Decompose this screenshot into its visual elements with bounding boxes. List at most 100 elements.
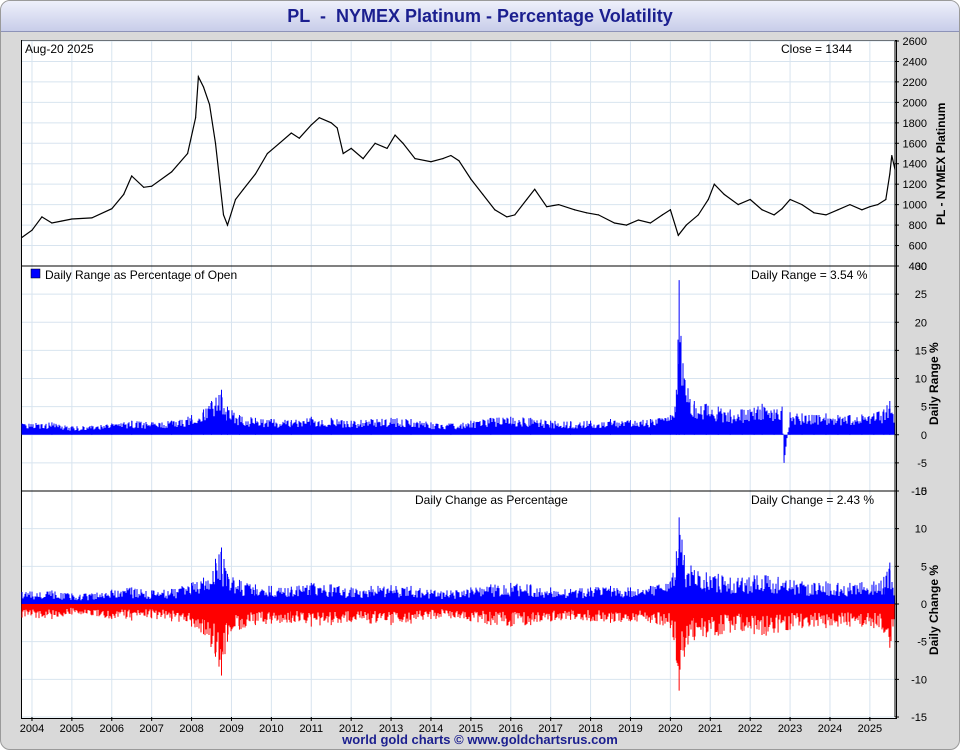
price-point [414, 158, 416, 160]
price-point [61, 220, 63, 222]
y-tick-label: 400 [909, 261, 927, 273]
y-tick-label: 2200 [903, 77, 927, 89]
price-point [186, 152, 189, 155]
y-tick-label: 20 [915, 317, 927, 329]
price-point [242, 188, 245, 190]
y-tick-label: 10 [915, 374, 927, 386]
price-point [749, 198, 751, 201]
x-tick-label: 2015 [459, 723, 483, 735]
price-point [885, 198, 887, 201]
x-tick-label: 2021 [698, 723, 722, 735]
x-tick-label: 2022 [738, 723, 762, 735]
price-point [131, 175, 133, 177]
x-tick-label: 2010 [259, 723, 283, 735]
price-point [336, 127, 338, 129]
price-point [526, 198, 528, 201]
price-point [362, 158, 364, 160]
x-tick-label: 2009 [219, 723, 243, 735]
price-point [430, 161, 432, 163]
price-point [278, 142, 280, 144]
price-point [386, 147, 388, 149]
price-point [789, 198, 791, 201]
price-point [266, 152, 268, 155]
price-point [482, 193, 484, 196]
range-axis-label: Daily Range % [927, 342, 941, 425]
y-tick-label: -10 [911, 674, 927, 686]
price-point [661, 214, 663, 216]
price-point [51, 222, 53, 224]
range-readout: Daily Range = 3.54 % [751, 268, 868, 282]
price-point [506, 216, 508, 218]
price-point [613, 222, 616, 224]
range-legend-label: Daily Range as Percentage of Open [45, 268, 237, 282]
y-tick-label: 25 [915, 289, 927, 301]
price-point [837, 209, 839, 211]
price-point [290, 132, 292, 134]
price-point [298, 137, 300, 139]
price-point [677, 234, 679, 236]
price-point [442, 158, 444, 160]
price-point [625, 224, 628, 226]
daily-change-panel [21, 517, 896, 691]
date-label: Aug-20 2025 [25, 42, 94, 56]
change-axis-label: Daily Change % [927, 565, 941, 655]
x-tick-label: 2020 [658, 723, 682, 735]
y-tick-label: 15 [915, 486, 927, 498]
x-tick-label: 2007 [139, 723, 163, 735]
price-point [723, 193, 725, 196]
price-point [402, 142, 404, 144]
y-tick-label: 1400 [903, 159, 927, 171]
x-tick-label: 2012 [339, 723, 363, 735]
title-bar: PL - NYMEX Platinum - Percentage Volatil… [1, 1, 959, 32]
chart-text: Aug-20 2025 Close = 1344 Daily Range as … [25, 42, 948, 655]
price-point [21, 236, 23, 238]
price-point [151, 185, 153, 187]
price-point [649, 222, 652, 224]
price-point [781, 208, 783, 210]
price-point [350, 147, 352, 149]
y-tick-label: 800 [909, 220, 927, 232]
x-tick-label: 2016 [499, 723, 523, 735]
price-point [458, 160, 460, 162]
price-point [869, 206, 871, 208]
price-point [197, 76, 199, 78]
x-tick-label: 2005 [60, 723, 84, 735]
price-point [891, 154, 893, 157]
price-point [470, 178, 472, 180]
price-point [713, 183, 715, 185]
y-tick-label: 5 [921, 561, 927, 573]
x-tick-label: 2023 [778, 723, 802, 735]
price-point [226, 224, 229, 226]
y-tick-label: 1600 [903, 138, 927, 150]
x-tick-label: 2013 [379, 723, 403, 735]
price-point [494, 209, 496, 211]
y-tick-label: 1800 [903, 118, 927, 130]
x-tick-label: 2019 [618, 723, 642, 735]
close-readout: Close = 1344 [781, 42, 852, 56]
price-point [143, 186, 145, 188]
price-point [558, 204, 560, 206]
price-line [21, 74, 896, 238]
x-tick-label: 2006 [100, 723, 124, 735]
price-point [71, 218, 73, 220]
y-tick-label: -5 [917, 458, 927, 470]
price-point [330, 122, 332, 124]
price-point [111, 208, 113, 210]
price-axis-label: PL - NYMEX Platinum [934, 103, 948, 225]
x-tick-label: 2025 [858, 723, 882, 735]
price-point [214, 142, 217, 144]
price-point [123, 193, 125, 196]
y-tick-label: 1200 [903, 179, 927, 191]
price-point [310, 124, 312, 126]
price-point [813, 212, 815, 214]
y-tick-label: 600 [909, 241, 927, 253]
x-tick-label: 2017 [538, 723, 562, 735]
price-point [574, 209, 576, 211]
daily-range-panel [21, 280, 896, 463]
y-tick-label: 2400 [903, 56, 927, 68]
price-point [254, 173, 257, 175]
x-tick-label: 2004 [20, 723, 44, 735]
y-tick-label: 30 [915, 261, 927, 273]
y-tick-label: 2000 [903, 97, 927, 109]
y-tick-label: 5 [921, 402, 927, 414]
